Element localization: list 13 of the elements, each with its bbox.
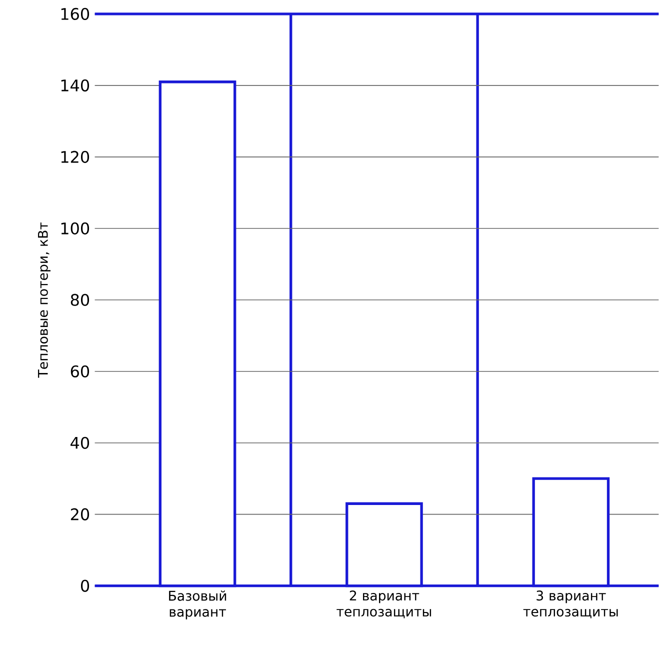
y-tick-label: 0 (80, 580, 90, 592)
y-tick-label: 80 (70, 294, 90, 306)
y-tick-label: 160 (61, 8, 90, 20)
y-axis-title: Тепловые потери, кВт (38, 222, 51, 378)
y-tick-label: 140 (61, 80, 90, 92)
x-tick-label: 2 вариант теплозащиты (336, 590, 432, 618)
y-tick-label: 60 (70, 365, 90, 378)
x-tick-label: 3 вариант теплозащиты (523, 590, 618, 618)
x-tick-label: Базовый вариант (169, 590, 226, 620)
y-tick-label: 120 (61, 151, 90, 164)
y-tick-label: 100 (61, 222, 90, 235)
y-tick-label: 20 (70, 508, 90, 521)
y-tick-label: 40 (70, 436, 90, 450)
